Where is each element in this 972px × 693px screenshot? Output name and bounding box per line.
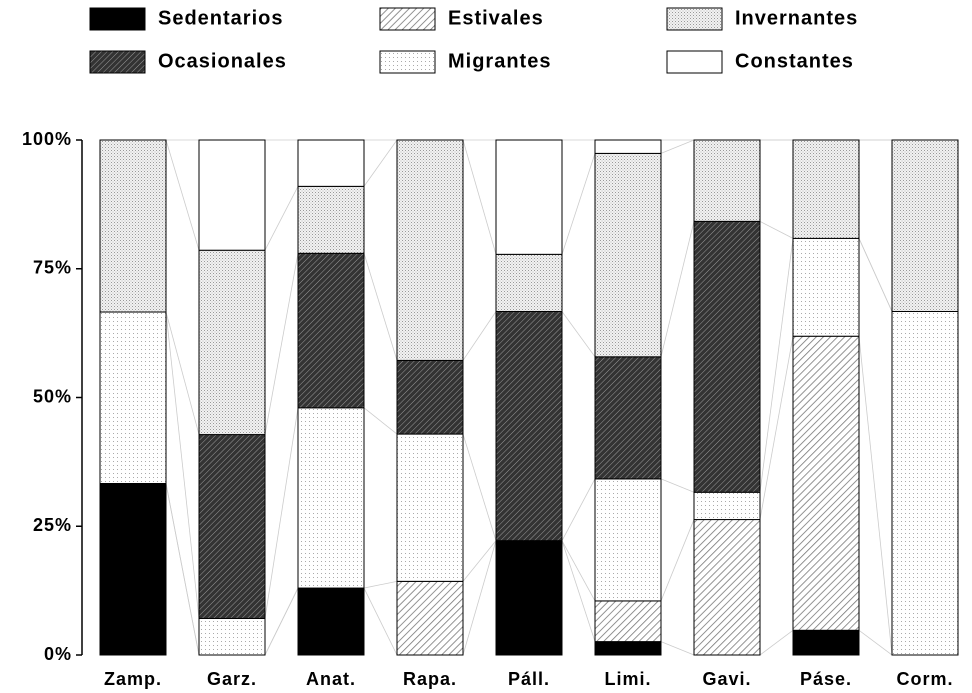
bar-segment bbox=[693, 519, 761, 656]
bar-segment bbox=[792, 139, 860, 239]
connector bbox=[363, 587, 398, 656]
connector bbox=[462, 540, 497, 656]
x-tick-label: Anat. bbox=[306, 669, 356, 689]
bar-segment bbox=[396, 359, 464, 435]
x-tick-label: Limi. bbox=[604, 669, 651, 689]
connector bbox=[165, 311, 200, 619]
bar-segment bbox=[495, 310, 563, 542]
bar-segment bbox=[99, 311, 167, 485]
connector bbox=[561, 540, 596, 642]
legend-swatch bbox=[89, 7, 146, 31]
x-tick-label: Páll. bbox=[508, 669, 550, 689]
x-tick-label: Páse. bbox=[800, 669, 852, 689]
legend-label: Estivales bbox=[448, 7, 544, 29]
x-tick-label: Rapa. bbox=[403, 669, 457, 689]
connector bbox=[165, 483, 200, 656]
connector bbox=[858, 629, 893, 656]
connector bbox=[561, 478, 596, 541]
connector bbox=[264, 407, 299, 619]
connector bbox=[660, 221, 695, 357]
connector bbox=[660, 641, 695, 656]
connector bbox=[264, 253, 299, 435]
bar-segment bbox=[297, 587, 365, 656]
bar-segment bbox=[198, 617, 266, 656]
connector bbox=[759, 221, 794, 239]
bar-segment bbox=[396, 139, 464, 361]
bar-segment bbox=[99, 139, 167, 313]
y-tick-label: 25% bbox=[33, 515, 72, 535]
bar-segment bbox=[198, 249, 266, 436]
legend-swatch bbox=[666, 7, 723, 31]
connector bbox=[660, 478, 695, 493]
y-tick-label: 0% bbox=[44, 644, 72, 664]
connector bbox=[660, 519, 695, 602]
bar-segment bbox=[891, 139, 959, 312]
y-tick-label: 100% bbox=[22, 129, 72, 149]
connector bbox=[165, 139, 200, 251]
connector bbox=[363, 580, 398, 589]
bar-segment bbox=[792, 629, 860, 656]
bar-segment bbox=[396, 433, 464, 582]
bar-segment bbox=[792, 237, 860, 337]
bar-segment bbox=[495, 253, 563, 312]
connector bbox=[561, 540, 596, 602]
bar-segment bbox=[99, 483, 167, 656]
bar-segment bbox=[297, 407, 365, 589]
connector bbox=[462, 139, 497, 255]
bar-segment bbox=[594, 356, 662, 480]
bar-segment bbox=[693, 139, 761, 222]
bar-segment bbox=[297, 185, 365, 254]
connector bbox=[858, 336, 893, 656]
legend-label: Sedentarios bbox=[158, 7, 283, 29]
bar-segment bbox=[594, 139, 662, 154]
legend-label: Invernantes bbox=[735, 7, 858, 29]
connector bbox=[363, 139, 398, 187]
bar-segment bbox=[594, 152, 662, 358]
legend-label: Migrantes bbox=[448, 50, 551, 72]
legend-swatch bbox=[379, 7, 436, 31]
y-tick-label: 50% bbox=[33, 386, 72, 406]
connector bbox=[462, 540, 497, 582]
bar-segment bbox=[297, 139, 365, 187]
x-tick-label: Corm. bbox=[896, 669, 953, 689]
y-tick-label: 75% bbox=[33, 258, 72, 278]
x-tick-label: Garz. bbox=[207, 669, 257, 689]
bar-segment bbox=[594, 641, 662, 656]
bar-segment bbox=[792, 335, 860, 631]
connector bbox=[165, 311, 200, 435]
bar-segment bbox=[198, 434, 266, 619]
connector bbox=[759, 238, 794, 493]
connector bbox=[660, 139, 695, 154]
legend-label: Constantes bbox=[735, 50, 854, 72]
connector bbox=[759, 629, 794, 656]
bar-segment bbox=[396, 580, 464, 656]
connector bbox=[759, 336, 794, 520]
connector bbox=[363, 253, 398, 361]
connector bbox=[264, 587, 299, 656]
x-tick-label: Zamp. bbox=[104, 669, 162, 689]
bar-segment bbox=[891, 310, 959, 656]
legend-swatch bbox=[379, 50, 436, 74]
x-tick-label: Gavi. bbox=[702, 669, 751, 689]
bar-segment bbox=[198, 139, 266, 251]
connector bbox=[462, 311, 497, 361]
connector bbox=[858, 238, 893, 312]
bar-segment bbox=[495, 540, 563, 656]
bar-segment bbox=[693, 491, 761, 521]
bar-segment bbox=[495, 139, 563, 255]
bar-segment bbox=[693, 220, 761, 493]
legend-label: Ocasionales bbox=[158, 50, 287, 72]
connector bbox=[561, 153, 596, 255]
connector bbox=[264, 186, 299, 251]
connector bbox=[462, 433, 497, 541]
connector bbox=[561, 311, 596, 358]
legend-swatch bbox=[666, 50, 723, 74]
connector bbox=[363, 407, 398, 435]
legend-swatch bbox=[89, 50, 146, 74]
bar-segment bbox=[594, 478, 662, 602]
bar-segment bbox=[594, 600, 662, 643]
bar-segment bbox=[297, 252, 365, 409]
